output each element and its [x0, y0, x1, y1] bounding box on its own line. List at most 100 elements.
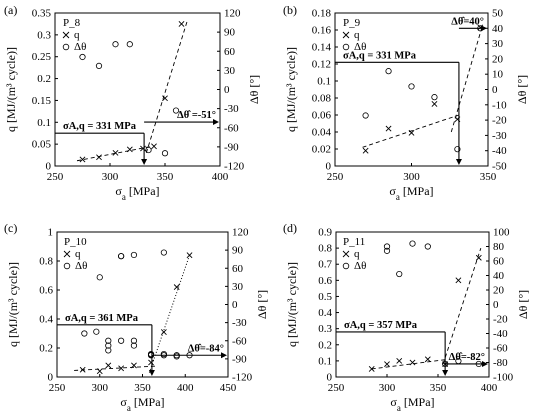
y2-tick-label: 0 [492, 84, 498, 96]
legend-theta-marker [62, 43, 70, 51]
sigma-label: σA,q = 331 MPa [63, 121, 137, 132]
x-axis-label: σa [MPa] [120, 395, 164, 413]
y2-tick-label: 40 [493, 270, 505, 282]
dtheta-arrowhead [213, 119, 219, 126]
y-tick-label: 0.1 [317, 76, 331, 88]
y2-tick-label: -120 [224, 161, 245, 173]
y2-tick-label: 120 [224, 8, 241, 20]
x-axis-label: σa [MPa] [115, 184, 159, 202]
fit-line [450, 27, 483, 133]
y-tick-label: 0.2 [318, 339, 332, 351]
y2-tick-label: -80 [493, 357, 508, 369]
chart-panel-3: (c)250 300 350 400 45000.20.40.60.81-120-90-… [4, 221, 269, 413]
y-axis-label: q [MJ/(m³ cycle)] [285, 262, 299, 347]
panel-label: (c) [4, 221, 17, 235]
y2-tick-label: -20 [493, 314, 508, 326]
theta-point [161, 150, 169, 157]
theta-point [396, 270, 403, 278]
theta-point [118, 337, 125, 344]
dtheta-label: Δθ̂=-84° [188, 343, 224, 354]
x-tick-label: 400 [481, 382, 498, 394]
q-point [96, 154, 102, 161]
fit-line [74, 365, 156, 371]
y2-axis-label: Δθ [°] [515, 75, 529, 104]
y-tick-label: 0.8 [318, 243, 332, 255]
q-point [362, 147, 369, 154]
y-tick-label: 0.6 [39, 285, 53, 297]
x-tick-label: 300 [379, 382, 396, 394]
y2-tick-label: -60 [493, 343, 508, 355]
y-tick-label: 0.7 [318, 259, 332, 271]
q-point [140, 145, 146, 152]
legend-q-label: q [354, 29, 360, 41]
y-tick-label: 0.2 [37, 73, 51, 85]
q-point [96, 368, 103, 375]
y-tick-label: 0.12 [312, 59, 331, 71]
theta-point [112, 41, 119, 48]
theta-point [130, 251, 138, 259]
legend-theta-label: Δθ [74, 41, 86, 53]
dtheta-arrowhead [482, 360, 488, 367]
x-tick-label: 250 [328, 382, 345, 394]
x-tick-label: 250 [47, 171, 64, 183]
y2-tick-label: 60 [232, 263, 244, 275]
x-tick-label: 350 [430, 382, 447, 394]
q-point [118, 365, 125, 372]
fit-line [442, 247, 482, 365]
y-tick-label: 0.35 [32, 8, 52, 20]
q-point [384, 361, 390, 368]
y-tick-label: 0.4 [39, 314, 53, 326]
y2-tick-label: 30 [224, 65, 236, 77]
q-point [105, 362, 112, 369]
x-tick-label: 300 [102, 171, 119, 183]
y-tick-label: 0.4 [318, 307, 332, 319]
y-tick-label: 0.06 [312, 110, 332, 122]
theta-point [173, 353, 180, 360]
q-point [173, 284, 180, 291]
x-tick-label: 250 [327, 171, 344, 183]
sigma-arrowhead [442, 370, 449, 376]
theta-point [130, 337, 138, 344]
y2-tick-label: 60 [493, 256, 505, 268]
fit-line [145, 21, 188, 154]
y2-tick-label: 120 [232, 227, 249, 239]
legend-theta-label: Δθ [354, 41, 366, 53]
y2-axis-label: Δθ [°] [516, 290, 530, 319]
q-point [431, 101, 438, 107]
theta-point [424, 243, 431, 250]
y2-tick-label: -100 [493, 372, 514, 384]
x-tick-label: 350 [134, 382, 151, 394]
q-point [79, 156, 86, 163]
y-axis-label: q [MJ/(m³ cycle)] [6, 262, 20, 347]
y-tick-label: 0.15 [32, 95, 52, 107]
theta-point [105, 342, 112, 349]
specimen-label: P_9 [343, 17, 361, 29]
q-point [408, 129, 415, 136]
y2-tick-label: 40 [492, 23, 504, 35]
y-tick-label: 0 [48, 372, 54, 384]
theta-point [383, 247, 391, 254]
theta-point [81, 330, 88, 337]
q-point [148, 359, 154, 366]
dtheta-arrowhead [481, 25, 487, 32]
y2-tick-label: 20 [492, 53, 504, 65]
theta-point [95, 62, 103, 70]
theta-point [105, 337, 112, 344]
specimen-label: P_10 [64, 236, 87, 248]
q-point [79, 366, 86, 373]
y-tick-label: 0.02 [312, 144, 331, 156]
q-point [368, 366, 375, 372]
theta-point [96, 274, 103, 281]
q-point [178, 21, 185, 27]
y-tick-label: 1 [48, 227, 54, 239]
theta-point [454, 146, 461, 153]
theta-point [408, 83, 415, 90]
y-tick-label: 0.1 [318, 355, 332, 367]
y2-tick-label: -10 [492, 99, 507, 111]
y2-tick-label: -40 [492, 145, 507, 157]
legend-q-label: q [74, 29, 80, 41]
y-tick-label: 0.16 [312, 25, 332, 37]
chart-panel-1: (a)250 300 350 40000.050.10.150.20.250.30.3… [4, 3, 261, 202]
theta-point [145, 146, 152, 154]
legend-theta-label: Δθ [354, 260, 366, 272]
